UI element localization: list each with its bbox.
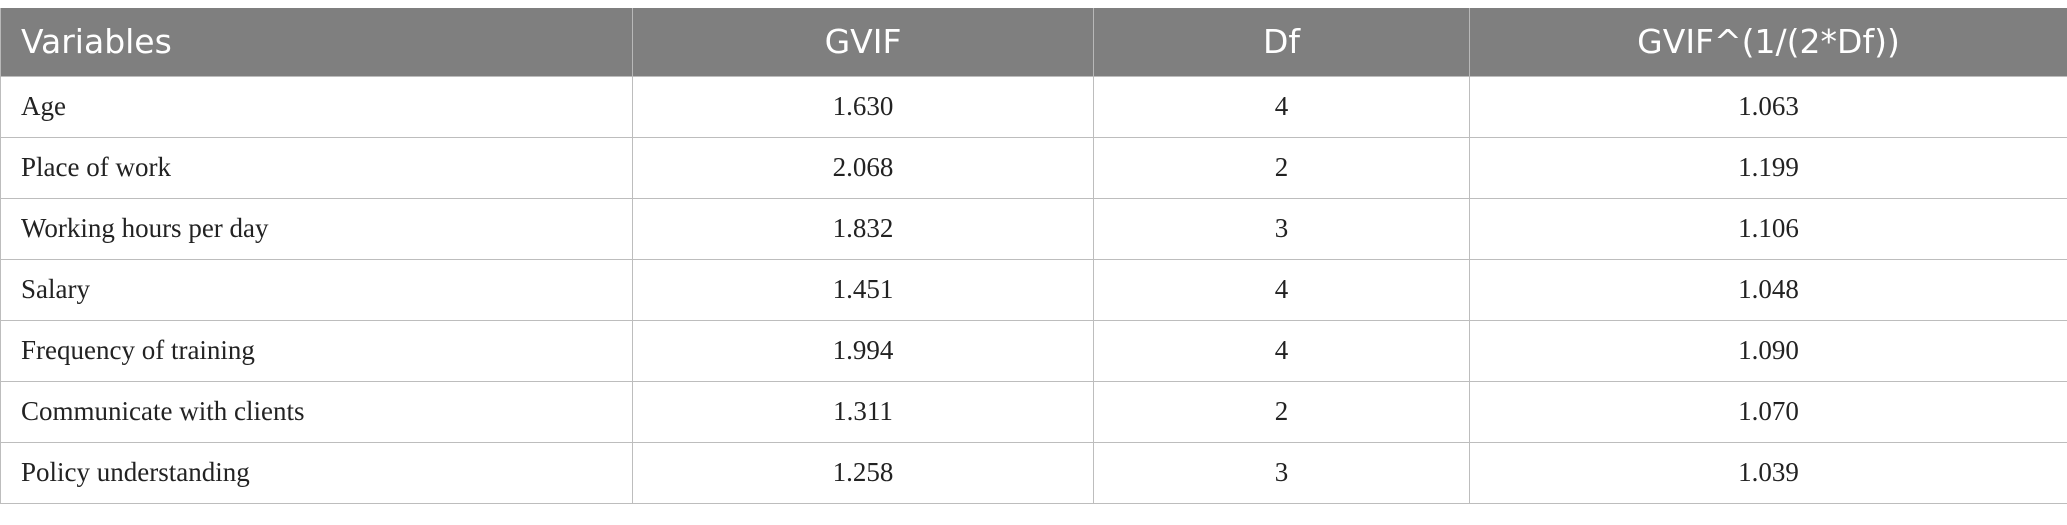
header-gvif-adjusted: GVIF^(1/(2*Df)) — [1469, 8, 2067, 76]
cell-variable: Frequency of training — [0, 319, 633, 382]
cell-variable: Policy understanding — [0, 441, 633, 504]
cell-gvif-adjusted: 1.048 — [1469, 258, 2067, 321]
cell-gvif-adjusted: 1.070 — [1469, 380, 2067, 443]
gvif-table-container: Variables GVIF Df GVIF^(1/(2*Df)) Age 1.… — [0, 8, 2067, 504]
table-row: Working hours per day 1.832 3 1.106 — [0, 197, 2067, 260]
table-body: Age 1.630 4 1.063 Place of work 2.068 2 … — [0, 75, 2067, 504]
cell-gvif-adjusted: 1.039 — [1469, 441, 2067, 504]
header-variables: Variables — [0, 8, 633, 76]
cell-df: 3 — [1093, 441, 1470, 504]
table-header: Variables GVIF Df GVIF^(1/(2*Df)) — [0, 8, 2067, 76]
cell-df: 4 — [1093, 319, 1470, 382]
cell-df: 4 — [1093, 258, 1470, 321]
cell-gvif: 1.832 — [632, 197, 1094, 260]
cell-variable: Age — [0, 75, 633, 138]
cell-variable: Working hours per day — [0, 197, 633, 260]
cell-df: 3 — [1093, 197, 1470, 260]
cell-variable: Place of work — [0, 136, 633, 199]
cell-variable: Communicate with clients — [0, 380, 633, 443]
table-row: Salary 1.451 4 1.048 — [0, 258, 2067, 321]
cell-df: 4 — [1093, 75, 1470, 138]
cell-df: 2 — [1093, 136, 1470, 199]
cell-gvif-adjusted: 1.063 — [1469, 75, 2067, 138]
cell-gvif: 1.451 — [632, 258, 1094, 321]
header-df: Df — [1093, 8, 1470, 76]
header-row: Variables GVIF Df GVIF^(1/(2*Df)) — [0, 8, 2067, 76]
cell-variable: Salary — [0, 258, 633, 321]
cell-gvif: 1.311 — [632, 380, 1094, 443]
cell-gvif-adjusted: 1.090 — [1469, 319, 2067, 382]
table-row: Age 1.630 4 1.063 — [0, 75, 2067, 138]
cell-gvif-adjusted: 1.199 — [1469, 136, 2067, 199]
cell-df: 2 — [1093, 380, 1470, 443]
cell-gvif: 1.994 — [632, 319, 1094, 382]
table-row: Policy understanding 1.258 3 1.039 — [0, 441, 2067, 504]
gvif-table: Variables GVIF Df GVIF^(1/(2*Df)) Age 1.… — [0, 8, 2067, 504]
cell-gvif: 1.258 — [632, 441, 1094, 504]
cell-gvif: 2.068 — [632, 136, 1094, 199]
cell-gvif-adjusted: 1.106 — [1469, 197, 2067, 260]
table-row: Communicate with clients 1.311 2 1.070 — [0, 380, 2067, 443]
cell-gvif: 1.630 — [632, 75, 1094, 138]
header-gvif: GVIF — [632, 8, 1094, 76]
table-row: Frequency of training 1.994 4 1.090 — [0, 319, 2067, 382]
table-row: Place of work 2.068 2 1.199 — [0, 136, 2067, 199]
